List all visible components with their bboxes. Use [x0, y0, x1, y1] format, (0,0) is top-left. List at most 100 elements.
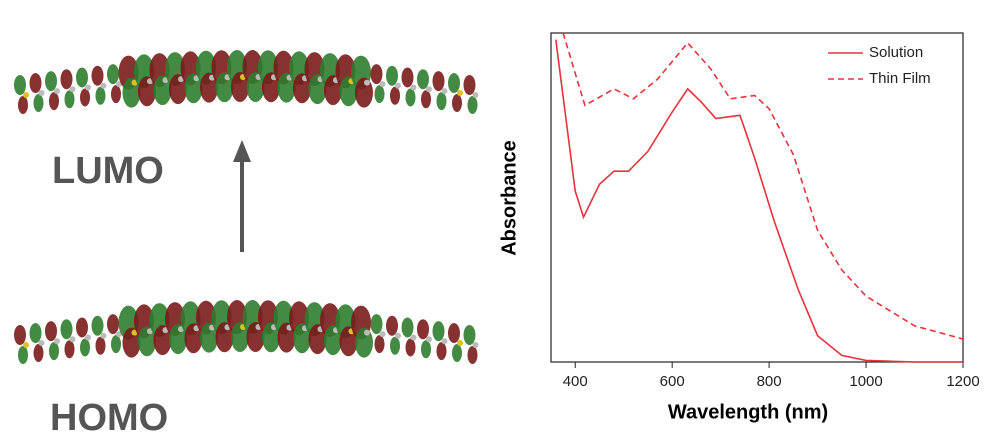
- orbital-lobe: [60, 69, 73, 90]
- orbital-lobe: [18, 346, 28, 364]
- orbital-lobe: [91, 65, 104, 86]
- atom: [379, 81, 386, 88]
- atom: [23, 92, 29, 98]
- atom: [472, 342, 479, 348]
- x-tick-label: 1000: [849, 373, 882, 390]
- orbital-lobe: [374, 335, 385, 354]
- orbital-lobe: [432, 321, 445, 342]
- orbital-lobe: [386, 315, 398, 336]
- orbital-lobe: [49, 342, 59, 361]
- atom: [23, 342, 29, 348]
- orbital-lobe: [76, 67, 88, 88]
- orbital-lobe: [386, 65, 398, 86]
- orbital-lobe: [76, 317, 88, 338]
- orbital-lobe: [49, 92, 59, 111]
- atom: [395, 332, 401, 339]
- orbital-lobe: [18, 96, 28, 114]
- series-line: [562, 32, 964, 340]
- orbital-lobe: [64, 340, 75, 359]
- orbital-lobe: [80, 88, 90, 107]
- orbital-lobe: [95, 86, 106, 105]
- orbital-lobe: [432, 71, 445, 92]
- atom: [85, 334, 91, 341]
- x-tick-label: 400: [563, 373, 588, 390]
- atom: [379, 331, 386, 338]
- atom: [441, 338, 448, 345]
- orbital-lobe: [45, 71, 57, 92]
- atom: [410, 334, 417, 341]
- orbital-lobe: [448, 73, 460, 94]
- atom: [38, 340, 45, 347]
- orbital-lobe: [91, 315, 104, 336]
- orbital-lobe: [467, 346, 478, 364]
- plot-frame: [550, 32, 964, 363]
- orbital-lobe: [436, 342, 447, 361]
- orbital-lobe: [452, 344, 462, 363]
- lumo-label: LUMO: [52, 150, 164, 192]
- orbital-lobe: [80, 338, 90, 357]
- atom: [457, 90, 463, 97]
- orbital-lobe: [64, 90, 75, 109]
- x-axis-label: Wavelength (nm): [668, 401, 828, 423]
- orbital-lobe: [436, 92, 447, 111]
- orbital-lobe: [33, 344, 44, 363]
- orbital-lobe: [370, 64, 383, 85]
- atom: [426, 86, 432, 93]
- orbital-lobe: [452, 94, 462, 113]
- orbital-lobe: [33, 94, 44, 113]
- atom: [69, 86, 76, 93]
- orbital-lobe: [29, 73, 42, 94]
- atom: [69, 336, 76, 343]
- orbital-lobe: [463, 75, 476, 95]
- orbital-lobe: [405, 338, 416, 357]
- orbital-lobe: [467, 96, 478, 114]
- orbital-lobe: [448, 323, 460, 344]
- orbital-lobe: [417, 69, 429, 90]
- atom: [426, 336, 432, 343]
- legend-label: Solution: [869, 44, 923, 61]
- orbital-lobe: [401, 67, 414, 88]
- atom: [457, 340, 463, 347]
- series-line: [555, 39, 963, 363]
- x-tick-label: 800: [757, 373, 782, 390]
- y-axis-label: Absorbance: [498, 140, 520, 256]
- x-tick-label: 1200: [946, 373, 979, 390]
- atom: [85, 84, 91, 91]
- atom: [54, 88, 60, 95]
- orbital-lobe: [14, 75, 26, 95]
- orbital-lobe: [111, 335, 121, 354]
- orbital-lobe: [421, 90, 431, 109]
- atom: [472, 92, 479, 98]
- atom: [364, 79, 370, 86]
- atom: [38, 90, 45, 97]
- orbital-lobe: [390, 86, 400, 105]
- homo-label: HOMO: [50, 397, 168, 439]
- orbital-lobe: [355, 327, 373, 358]
- orbital-lobe: [405, 88, 416, 107]
- orbital-lobe: [111, 85, 121, 104]
- atom: [364, 329, 370, 336]
- orbital-lobe: [107, 64, 119, 85]
- orbital-lobe: [29, 323, 42, 344]
- atom: [410, 84, 417, 91]
- atom: [100, 82, 107, 89]
- atom: [54, 338, 60, 345]
- legend-label: Thin Film: [869, 70, 931, 87]
- orbital-lobe: [95, 336, 106, 355]
- orbital-lobe: [107, 314, 119, 335]
- orbital-lobe: [463, 325, 476, 345]
- orbital-lobe: [417, 319, 429, 340]
- molecule-images: [14, 50, 479, 364]
- orbital-lobe: [401, 317, 414, 338]
- orbital-lobe: [374, 85, 385, 104]
- atom: [100, 332, 107, 339]
- atom: [395, 82, 401, 89]
- x-tick-label: 600: [660, 373, 685, 390]
- orbital-lobe: [421, 340, 431, 359]
- orbital-lobe: [45, 321, 57, 342]
- orbital-lobe: [390, 336, 400, 355]
- orbital-lobe: [14, 325, 26, 345]
- orbital-lobe: [355, 77, 373, 108]
- arrow-head: [233, 140, 251, 162]
